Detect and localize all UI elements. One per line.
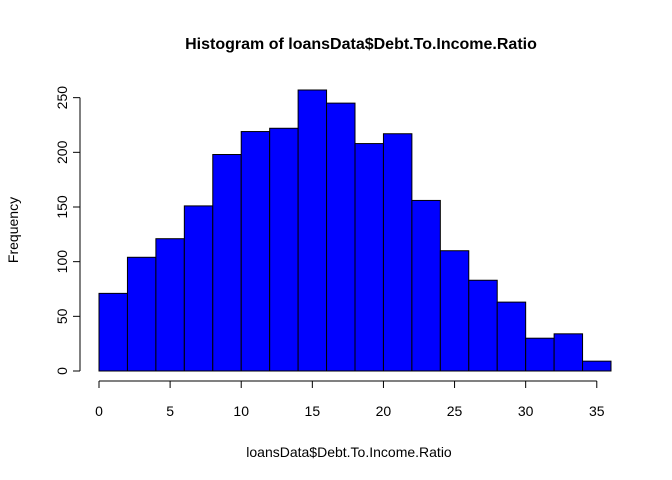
bars-group xyxy=(98,89,612,372)
y-tick-label: 100 xyxy=(54,250,70,274)
histogram-bar xyxy=(354,143,384,372)
y-tick-label: 250 xyxy=(54,86,70,110)
y-tick-label: 200 xyxy=(54,140,70,164)
histogram-bar xyxy=(183,205,214,372)
histogram-bar xyxy=(240,131,271,372)
histogram-bar xyxy=(582,360,612,372)
histogram-bar xyxy=(155,238,185,372)
histogram-bar xyxy=(468,279,498,372)
y-tick-label: 150 xyxy=(54,195,70,219)
histogram-bar xyxy=(496,301,527,372)
histogram-bar xyxy=(553,333,584,372)
x-tick-label: 15 xyxy=(305,403,321,419)
histogram-bar xyxy=(411,199,441,372)
y-axis: 0 50 100 150 200 250 xyxy=(54,86,81,375)
y-tick-label: 0 xyxy=(54,367,70,375)
histogram-bar xyxy=(297,89,328,372)
histogram-bar xyxy=(439,250,470,372)
x-tick-label: 35 xyxy=(589,403,605,419)
histogram-bar xyxy=(382,133,413,372)
x-axis: 0 5 10 15 20 25 30 35 xyxy=(95,380,605,419)
histogram-bar xyxy=(98,292,128,372)
histogram-bar xyxy=(326,102,356,372)
x-tick-label: 20 xyxy=(376,403,392,419)
y-axis-label: Frequency xyxy=(5,197,21,263)
x-tick-label: 5 xyxy=(166,403,174,419)
histogram-bar xyxy=(212,154,242,372)
histogram-bar xyxy=(525,337,555,372)
y-tick-label: 50 xyxy=(54,308,70,324)
x-axis-label: loansData$Debt.To.Income.Ratio xyxy=(246,444,452,460)
x-tick-label: 10 xyxy=(233,403,249,419)
x-tick-label: 30 xyxy=(518,403,534,419)
histogram-bar xyxy=(126,256,157,372)
x-tick-label: 25 xyxy=(447,403,463,419)
histogram-bar xyxy=(269,127,299,372)
x-tick-label: 0 xyxy=(95,403,103,419)
chart-title: Histogram of loansData$Debt.To.Income.Ra… xyxy=(185,36,537,53)
